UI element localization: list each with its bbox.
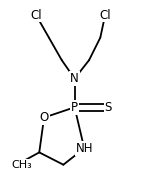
Text: NH: NH [75, 142, 93, 155]
Text: N: N [70, 72, 79, 85]
Text: P: P [71, 101, 78, 114]
Text: CH₃: CH₃ [11, 160, 32, 170]
Text: O: O [39, 111, 49, 124]
Text: Cl: Cl [99, 9, 111, 21]
Text: Cl: Cl [30, 9, 42, 21]
Text: S: S [105, 101, 112, 114]
